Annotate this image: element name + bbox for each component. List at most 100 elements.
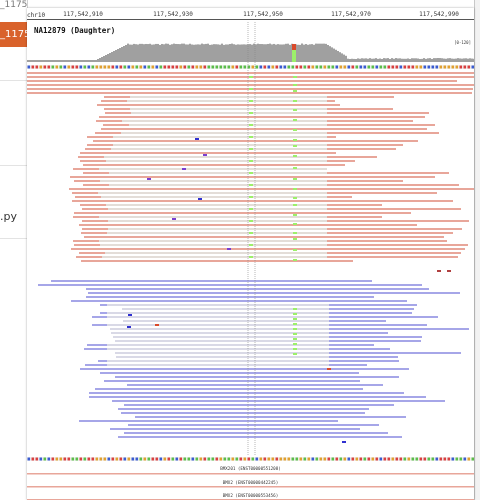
- reference-base: [163, 457, 167, 461]
- mismatch-base: [293, 308, 297, 310]
- reference-base: [67, 65, 71, 69]
- reference-base: [331, 457, 335, 461]
- coverage-bar: [383, 58, 385, 62]
- reference-base: [287, 65, 291, 69]
- mismatch-base: [127, 326, 131, 328]
- mismatch-base: [293, 139, 297, 141]
- reference-base: [199, 457, 203, 461]
- coverage-bar: [31, 60, 33, 62]
- reference-base: [83, 65, 87, 69]
- coverage-bar: [143, 44, 145, 62]
- coverage-bar: [95, 60, 97, 62]
- coverage-bar: [311, 44, 313, 62]
- reference-base: [107, 457, 111, 461]
- read-reverse: [329, 312, 412, 314]
- coverage-bar: [193, 44, 195, 62]
- ruler-tick-label: 117,542,990: [419, 11, 459, 18]
- coverage-bar: [369, 58, 371, 62]
- background-tab[interactable]: _1175: [0, 22, 27, 47]
- coverage-bar: [277, 44, 279, 62]
- coverage-bar: [33, 60, 35, 62]
- read-soft-clipped: [99, 240, 327, 242]
- reference-base: [463, 457, 467, 461]
- coverage-bar: [35, 60, 37, 62]
- read-reverse: [100, 372, 359, 374]
- coverage-bar: [183, 43, 185, 62]
- coverage-bar: [209, 44, 211, 62]
- coverage-bar: [431, 58, 433, 62]
- alignment-track[interactable]: [27, 8, 474, 500]
- reference-base: [87, 65, 91, 69]
- reference-base: [131, 457, 135, 461]
- reference-base: [239, 457, 243, 461]
- read-soft-clipped: [109, 172, 327, 174]
- read-forward: [87, 136, 113, 138]
- background-file-label[interactable]: .py: [0, 210, 17, 223]
- reference-base: [311, 457, 315, 461]
- read-forward: [71, 248, 465, 250]
- reference-base: [307, 65, 311, 69]
- coverage-bar: [353, 58, 355, 62]
- reference-base: [83, 457, 87, 461]
- read-reverse: [38, 284, 422, 286]
- read-reverse: [329, 336, 422, 338]
- mismatch-base: [293, 232, 297, 234]
- reference-base: [419, 65, 423, 69]
- coverage-bar: [157, 43, 159, 62]
- coverage-bar: [405, 58, 407, 62]
- read-forward: [69, 188, 474, 190]
- reference-base: [419, 457, 423, 461]
- background-scrollbar[interactable]: [474, 0, 480, 500]
- read-reverse: [118, 436, 402, 438]
- gene-track-line: [27, 473, 474, 475]
- reference-base: [247, 65, 251, 69]
- reference-base: [307, 457, 311, 461]
- reference-base: [159, 457, 163, 461]
- gene-label: BMX2 (ENST00000442245): [222, 480, 279, 485]
- background-divider: [0, 165, 27, 166]
- mismatch-base: [293, 167, 297, 169]
- mismatch-base: [293, 90, 297, 92]
- read-forward: [327, 96, 394, 98]
- read-forward: [99, 116, 425, 118]
- reference-base: [291, 65, 295, 69]
- coverage-bar: [85, 60, 87, 62]
- coverage-variant-bar: [292, 44, 296, 62]
- coverage-bar: [83, 60, 85, 62]
- coverage-bar: [413, 58, 415, 62]
- mismatch-base: [249, 160, 253, 162]
- reference-base: [211, 65, 215, 69]
- coverage-bar: [397, 58, 399, 62]
- read-forward: [97, 104, 340, 106]
- coverage-bar: [449, 58, 451, 62]
- reference-base: [75, 457, 79, 461]
- coverage-bar: [63, 60, 65, 62]
- reference-base: [147, 457, 151, 461]
- coverage-bar: [117, 49, 119, 62]
- coverage-bar: [463, 58, 465, 62]
- read-reverse: [100, 312, 107, 314]
- read-soft-clipped: [99, 216, 327, 218]
- coverage-bar: [151, 44, 153, 62]
- coverage-bar: [321, 43, 323, 62]
- coverage-bar: [121, 47, 123, 62]
- coverage-bar: [359, 58, 361, 62]
- mismatch-base: [293, 100, 297, 102]
- read-soft-clipped: [100, 244, 327, 246]
- reference-base: [367, 65, 371, 69]
- reference-base: [303, 65, 307, 69]
- ruler-axis: [27, 19, 474, 20]
- read-reverse: [89, 392, 404, 394]
- read-reverse: [98, 360, 107, 362]
- mismatch-base: [447, 270, 451, 272]
- read-forward: [327, 160, 355, 162]
- reference-base: [407, 457, 411, 461]
- reference-base: [435, 457, 439, 461]
- reference-base: [27, 65, 31, 69]
- coverage-bar: [345, 55, 347, 62]
- reference-sequence: [27, 457, 474, 461]
- coverage-bar: [351, 58, 353, 62]
- read-forward: [80, 160, 106, 162]
- read-reverse: [88, 292, 460, 294]
- coverage-bar: [171, 44, 173, 62]
